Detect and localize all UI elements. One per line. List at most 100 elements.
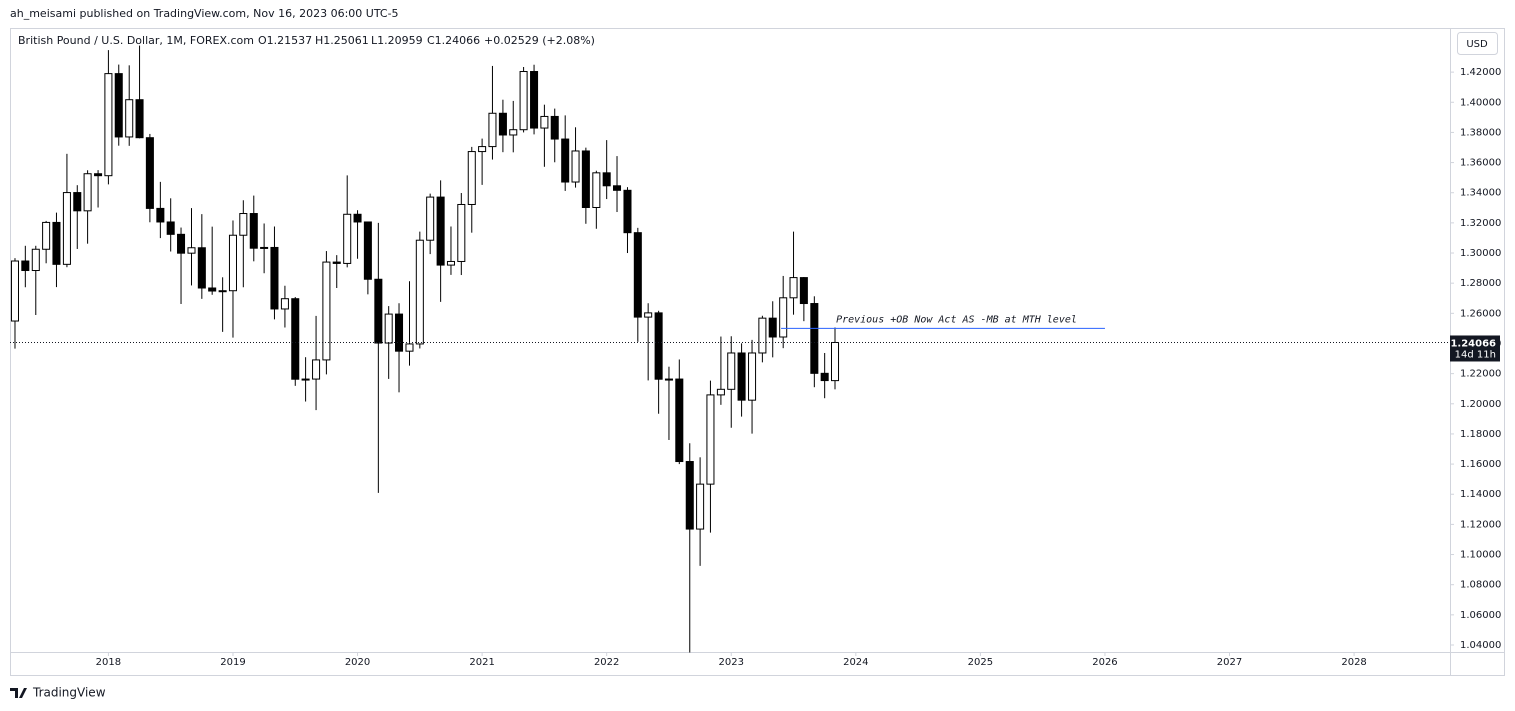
y-tick-label: 1.06000 <box>1460 610 1501 621</box>
legend-open: O1.21537 <box>258 34 312 47</box>
candle-body <box>737 352 746 401</box>
candle-body <box>83 173 92 212</box>
candle-body <box>644 312 653 318</box>
y-tick-label: 1.32000 <box>1460 218 1501 229</box>
y-tick-label: 1.28000 <box>1460 278 1501 289</box>
last-price-label: 1.24066 <box>1450 338 1496 349</box>
candle-body <box>52 221 61 265</box>
symbol: British Pound / U.S. Dollar, 1M, FOREX.c… <box>18 34 254 47</box>
brand: TradingView <box>32 686 106 700</box>
candle-body <box>280 298 289 310</box>
candle-body <box>810 303 819 374</box>
legend-close: C1.24066 <box>427 34 480 47</box>
candle-body <box>446 260 455 266</box>
candle-body <box>228 234 237 292</box>
annotation-text: Previous +OB Now Act AS -MB at MTH level <box>836 314 1077 325</box>
y-tick-label: 1.22000 <box>1460 369 1501 380</box>
legend: British Pound / U.S. Dollar, 1M, FOREX.c… <box>18 34 595 47</box>
x-tick-label: 2020 <box>345 657 370 668</box>
candle-body <box>405 343 414 352</box>
candle-body <box>706 394 715 485</box>
candle-body <box>197 247 206 289</box>
candle-body <box>62 192 71 265</box>
x-tick-label: 2022 <box>594 657 619 668</box>
candle-body <box>10 260 19 322</box>
candle-body <box>145 137 154 209</box>
candle-body <box>571 150 580 183</box>
y-tick-label: 1.30000 <box>1460 248 1501 259</box>
y-tick-label: 1.10000 <box>1460 550 1501 561</box>
candle-body <box>239 213 248 236</box>
x-tick-label: 2019 <box>220 657 245 668</box>
currency-label[interactable]: USD <box>1466 39 1488 50</box>
candle-body <box>436 196 445 266</box>
candle-body <box>664 378 673 381</box>
y-tick-label: 1.16000 <box>1460 459 1501 470</box>
y-tick-label: 1.12000 <box>1460 519 1501 530</box>
x-tick-label: 2018 <box>96 657 121 668</box>
logo-icon <box>10 688 27 698</box>
candle-body <box>31 248 40 272</box>
y-tick-label: 1.18000 <box>1460 429 1501 440</box>
candle-body <box>363 221 372 280</box>
candle-body <box>270 246 279 310</box>
candle-body <box>727 352 736 390</box>
candle-body <box>789 277 798 299</box>
y-tick-label: 1.40000 <box>1460 97 1501 108</box>
y-tick-label: 1.14000 <box>1460 489 1501 500</box>
footer-logo: TradingView <box>10 686 106 700</box>
candle-body <box>820 372 829 382</box>
candle-body <box>685 461 694 530</box>
candle-body <box>166 221 175 235</box>
x-tick-label: 2023 <box>719 657 744 668</box>
candle-body <box>208 287 217 292</box>
legend-change: +0.02529 (+2.08%) <box>484 34 595 47</box>
candle-body <box>374 278 383 344</box>
candle-body <box>779 297 788 338</box>
candle-body <box>530 71 539 129</box>
candle-body <box>104 73 113 177</box>
candle-body <box>623 189 632 234</box>
x-tick-label: 2026 <box>1092 657 1117 668</box>
candle-body <box>21 260 30 272</box>
y-tick-label: 1.42000 <box>1460 67 1501 78</box>
candles <box>10 45 840 653</box>
candle-body <box>187 247 196 254</box>
candle-body <box>550 115 559 140</box>
candle-body <box>602 172 611 187</box>
candle-body <box>758 317 767 354</box>
y-tick-label: 1.08000 <box>1460 580 1501 591</box>
candle-body <box>696 483 705 530</box>
candle-body <box>592 172 601 208</box>
y-tick-label: 1.20000 <box>1460 399 1501 410</box>
legend-low: L1.20959 <box>371 34 423 47</box>
candle-body <box>488 112 497 148</box>
candle-body <box>457 203 466 262</box>
candle-body <box>177 233 186 254</box>
candle-body <box>633 232 642 318</box>
candle-body <box>343 213 352 264</box>
y-tick-label: 1.38000 <box>1460 127 1501 138</box>
candle-body <box>426 196 435 241</box>
publish-info: ah_meisami published on TradingView.com,… <box>10 7 399 20</box>
candle-body <box>218 290 227 293</box>
candle-body <box>260 246 269 249</box>
chart-frame <box>10 28 1505 676</box>
candle-body <box>498 112 507 136</box>
x-tick-label: 2027 <box>1217 657 1242 668</box>
candle-body <box>467 151 476 205</box>
x-tick-label: 2024 <box>843 657 868 668</box>
candle-body <box>478 146 487 153</box>
candle-body <box>291 298 300 380</box>
candle-body <box>249 213 258 249</box>
candle-body <box>830 341 840 382</box>
countdown-label: 14d 11h <box>1455 349 1496 360</box>
currency-button[interactable] <box>1457 32 1498 55</box>
candle-body <box>581 150 590 208</box>
last-price-tag <box>1450 335 1500 362</box>
candle-body <box>519 71 528 131</box>
candle-body <box>301 378 310 381</box>
candle-body <box>768 317 777 338</box>
